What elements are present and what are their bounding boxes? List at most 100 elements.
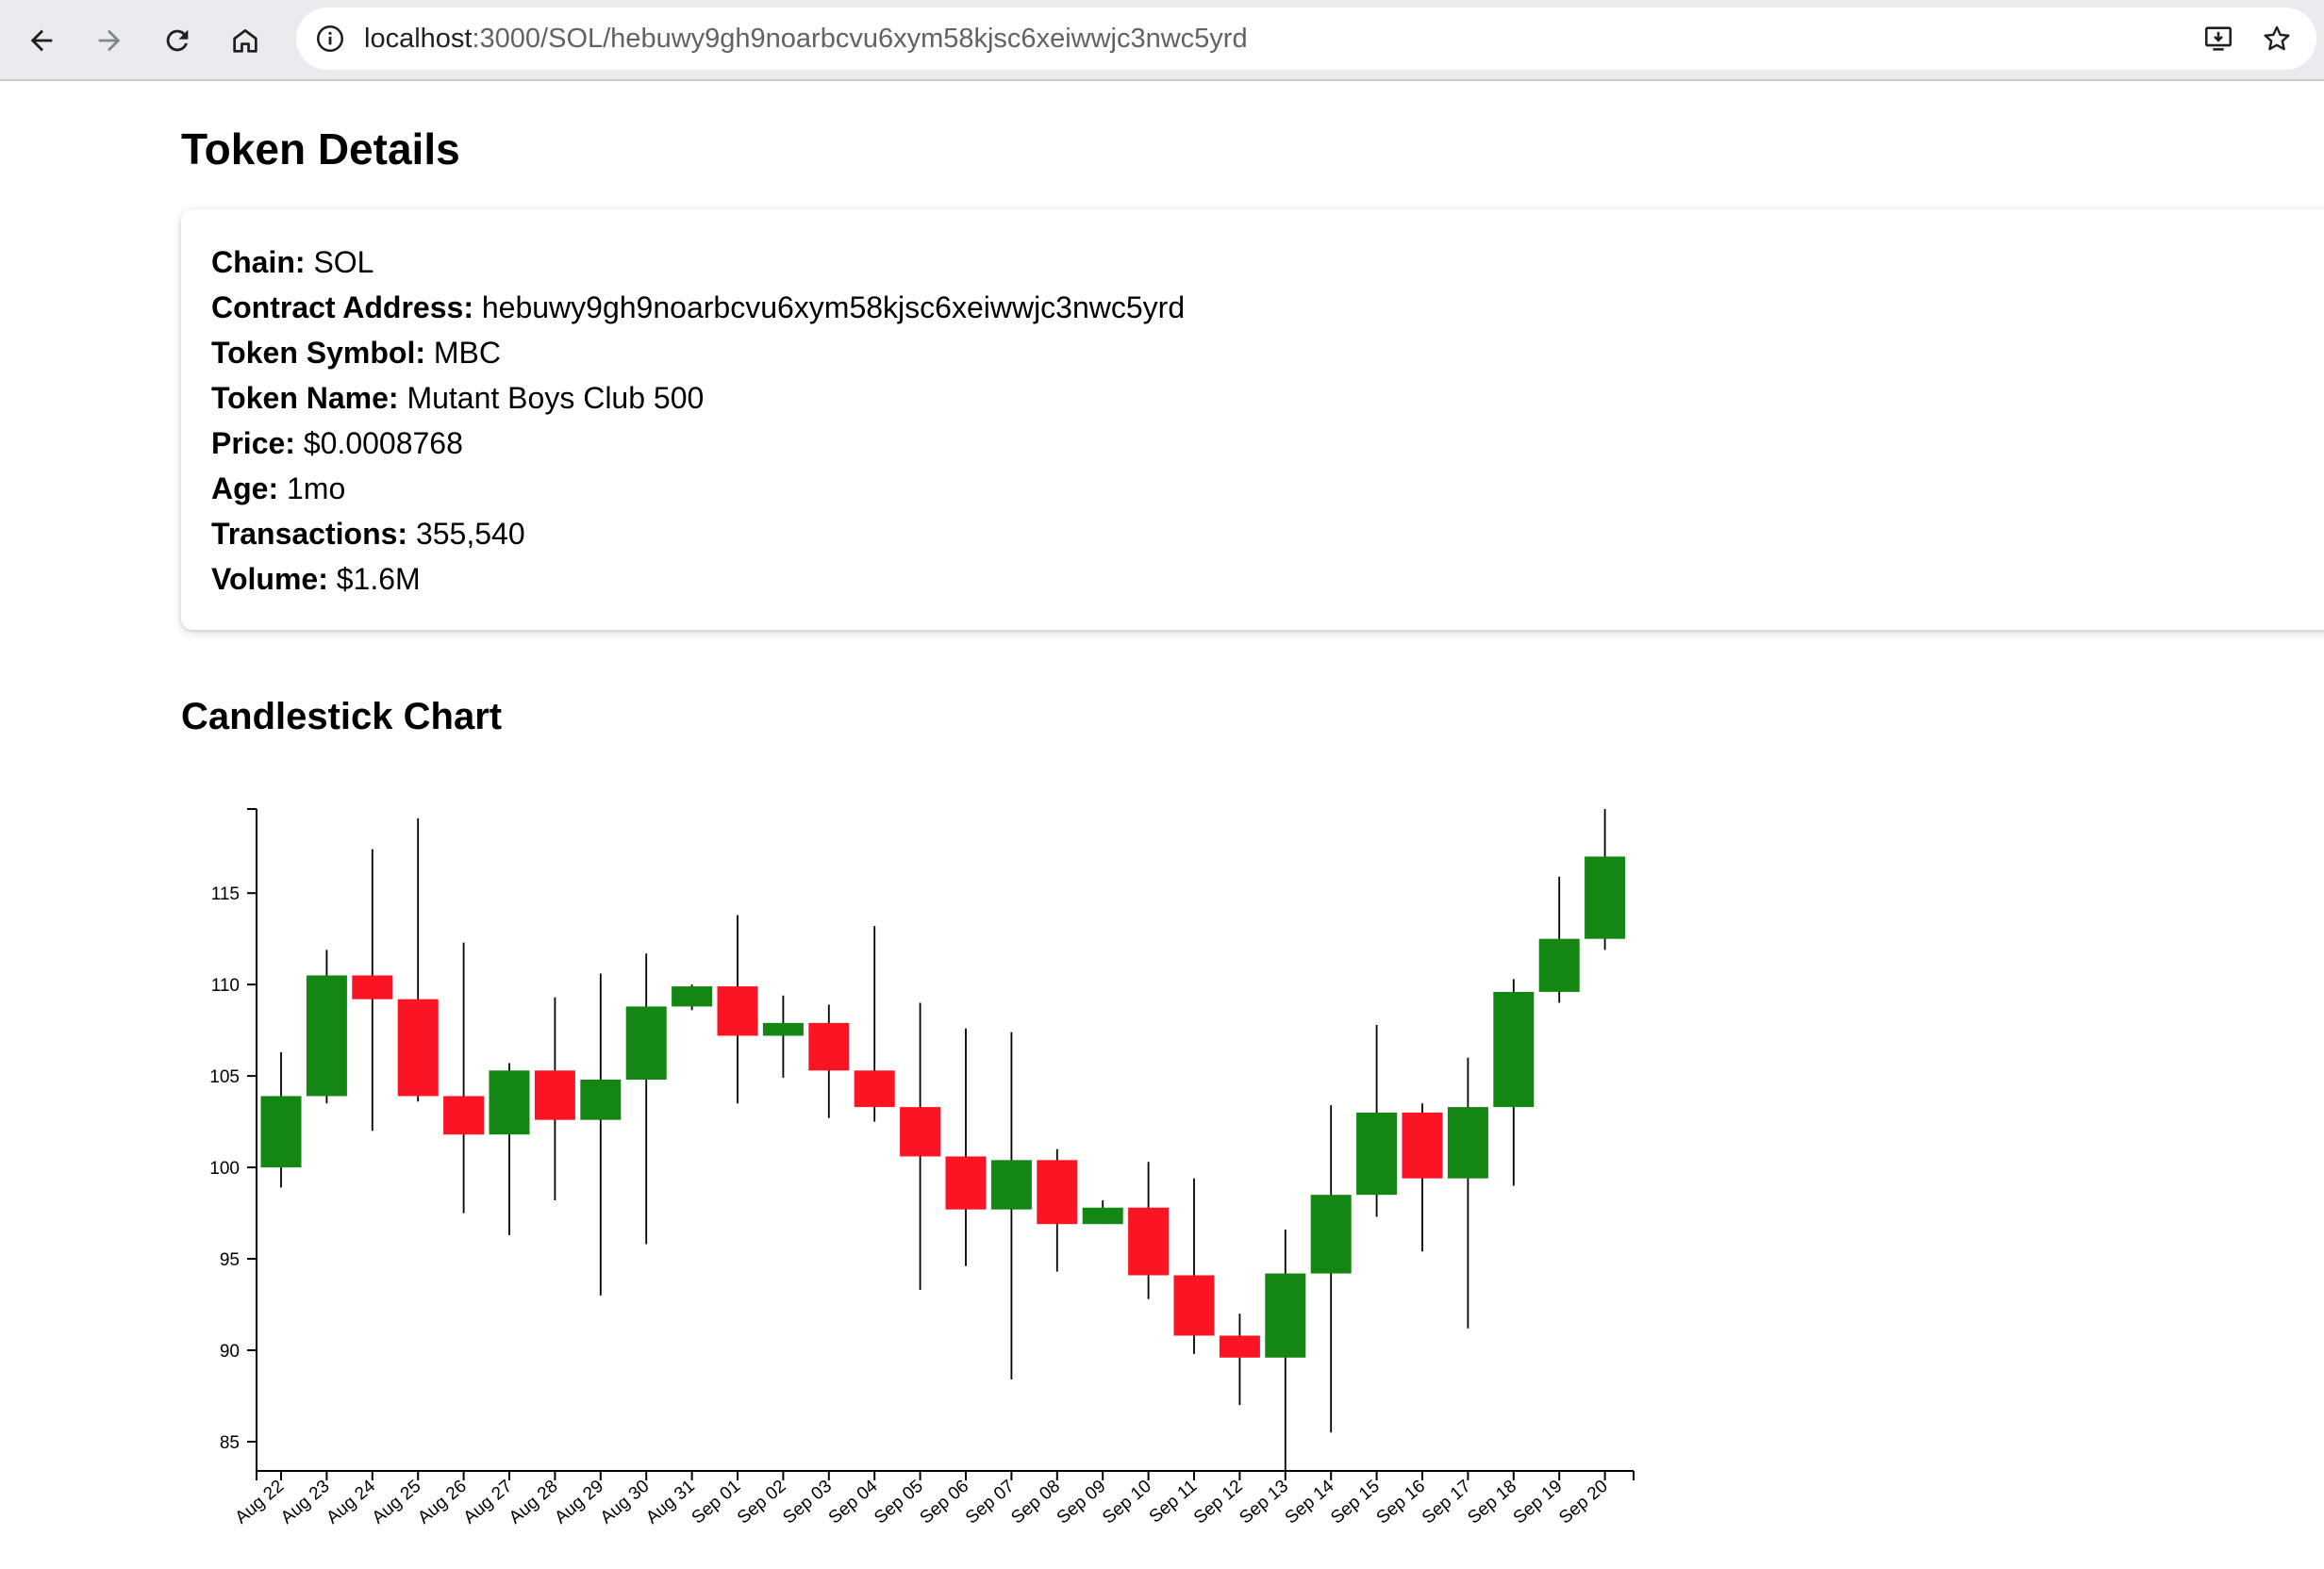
- url-text[interactable]: localhost:3000/SOL/hebuwy9gh9noarbcvu6xy…: [364, 8, 1248, 70]
- chart-section-title: Candlestick Chart: [181, 696, 503, 737]
- y-tick-label: 95: [220, 1250, 240, 1270]
- x-tick-label: Sep 02: [734, 1477, 790, 1528]
- candle-body: [945, 1156, 987, 1210]
- y-tick-label: 100: [209, 1159, 240, 1179]
- detail-label: Age:: [211, 471, 279, 505]
- x-tick-label: Sep 11: [1146, 1477, 1202, 1528]
- install-app-icon: [2204, 26, 2233, 51]
- detail-price: Price: $0.0008768: [211, 421, 2324, 466]
- x-tick-label: Sep 18: [1464, 1477, 1520, 1528]
- candle-body: [534, 1070, 575, 1120]
- candle-body: [1538, 938, 1580, 992]
- candle-body: [854, 1070, 895, 1108]
- detail-label: Token Symbol:: [211, 336, 425, 370]
- candle-body: [352, 975, 393, 999]
- detail-value: SOL: [313, 245, 374, 279]
- arrow-left-icon: [30, 29, 53, 52]
- x-tick-label: Aug 22: [232, 1477, 289, 1528]
- detail-token-symbol: Token Symbol: MBC: [211, 330, 2324, 375]
- browser-toolbar: localhost:3000/SOL/hebuwy9gh9noarbcvu6xy…: [0, 0, 2324, 81]
- detail-label: Transactions:: [211, 517, 408, 551]
- candle-body: [808, 1022, 850, 1071]
- x-tick-label: Aug 28: [506, 1477, 562, 1528]
- y-tick-label: 110: [211, 976, 240, 996]
- x-tick-label: Sep 06: [917, 1477, 973, 1528]
- candle-body: [900, 1107, 941, 1157]
- page-title: Token Details: [181, 124, 460, 173]
- x-tick-label: Sep 04: [825, 1476, 882, 1528]
- x-tick-label: Sep 12: [1190, 1477, 1247, 1528]
- x-tick-label: Sep 19: [1510, 1477, 1567, 1528]
- detail-label: Chain:: [211, 245, 306, 279]
- candle-body: [1037, 1160, 1078, 1225]
- x-tick-label: Sep 14: [1282, 1476, 1338, 1528]
- detail-contract-address: Contract Address: hebuwy9gh9noarbcvu6xym…: [211, 285, 2324, 330]
- site-info-button[interactable]: [311, 20, 349, 58]
- candle-body: [397, 999, 439, 1097]
- x-tick-label: Aug 25: [369, 1477, 425, 1528]
- candle-body: [990, 1160, 1032, 1210]
- address-bar[interactable]: localhost:3000/SOL/hebuwy9gh9noarbcvu6xy…: [296, 8, 2316, 70]
- star-icon: [2264, 25, 2290, 51]
- x-tick-label: Sep 03: [779, 1477, 836, 1528]
- bookmark-button[interactable]: [2256, 18, 2298, 59]
- candle-body: [1219, 1335, 1260, 1358]
- x-tick-label: Sep 20: [1555, 1477, 1612, 1528]
- candle-body: [260, 1096, 302, 1168]
- detail-value: 1mo: [287, 471, 346, 505]
- detail-volume: Volume: $1.6M: [211, 556, 2324, 602]
- x-tick-label: Sep 05: [871, 1477, 927, 1528]
- y-tick-label: 105: [209, 1067, 240, 1087]
- token-details-card: Chain: SOL Contract Address: hebuwy9gh9n…: [181, 209, 2324, 630]
- x-tick-label: Sep 08: [1007, 1477, 1064, 1528]
- detail-chain: Chain: SOL: [211, 239, 2324, 285]
- forward-button[interactable]: [83, 14, 136, 67]
- candle-body: [1356, 1112, 1398, 1196]
- y-tick-label: 90: [220, 1342, 240, 1362]
- x-tick-label: Sep 07: [962, 1477, 1019, 1528]
- candle-body: [580, 1080, 622, 1120]
- install-app-button[interactable]: [2198, 18, 2239, 59]
- candle-body: [1128, 1207, 1170, 1276]
- detail-label: Price:: [211, 426, 295, 460]
- detail-value: 355,540: [415, 517, 525, 551]
- x-tick-label: Aug 30: [597, 1477, 654, 1528]
- home-icon: [233, 29, 257, 53]
- detail-token-name: Token Name: Mutant Boys Club 500: [211, 375, 2324, 421]
- candle-body: [1493, 991, 1535, 1108]
- arrow-right-icon: [98, 29, 121, 52]
- candle-body: [1447, 1107, 1488, 1179]
- candle-body: [1402, 1112, 1443, 1179]
- candle-body: [672, 986, 713, 1007]
- x-tick-label: Sep 15: [1327, 1477, 1384, 1528]
- x-tick-label: Sep 13: [1236, 1477, 1292, 1528]
- back-button[interactable]: [15, 14, 68, 67]
- x-tick-label: Sep 09: [1054, 1477, 1110, 1528]
- candle-body: [306, 975, 347, 1097]
- url-path: :3000/SOL/hebuwy9gh9noarbcvu6xym58kjsc6x…: [472, 24, 1248, 54]
- detail-value: MBC: [433, 336, 501, 370]
- detail-label: Contract Address:: [211, 290, 473, 324]
- candle-body: [762, 1022, 804, 1036]
- candle-body: [717, 986, 758, 1036]
- candle-body: [1265, 1273, 1306, 1358]
- x-tick-label: Aug 26: [414, 1477, 471, 1528]
- x-tick-label: Aug 27: [460, 1477, 517, 1528]
- x-tick-label: Aug 23: [277, 1477, 334, 1528]
- candle-body: [1173, 1275, 1215, 1336]
- home-button[interactable]: [219, 14, 272, 67]
- info-icon: [316, 25, 344, 53]
- x-tick-label: Aug 24: [323, 1476, 379, 1528]
- detail-value: Mutant Boys Club 500: [407, 381, 705, 415]
- url-host: localhost: [364, 24, 473, 54]
- x-tick-label: Sep 16: [1373, 1477, 1430, 1528]
- detail-value: $1.6M: [336, 562, 421, 596]
- candle-body: [443, 1096, 485, 1135]
- x-tick-label: Sep 17: [1419, 1477, 1475, 1528]
- x-tick-label: Sep 10: [1099, 1477, 1155, 1528]
- candle-body: [1585, 856, 1626, 939]
- detail-value: $0.0008768: [303, 426, 463, 460]
- detail-label: Volume:: [211, 562, 328, 596]
- candle-body: [489, 1070, 530, 1135]
